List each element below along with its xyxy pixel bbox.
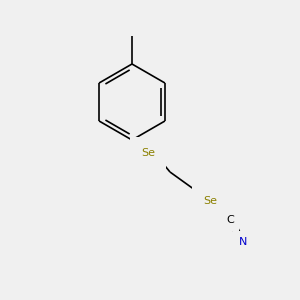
Text: C: C — [226, 215, 234, 225]
Text: N: N — [239, 237, 247, 247]
Text: Se: Se — [141, 148, 155, 158]
Text: Se: Se — [203, 196, 217, 206]
